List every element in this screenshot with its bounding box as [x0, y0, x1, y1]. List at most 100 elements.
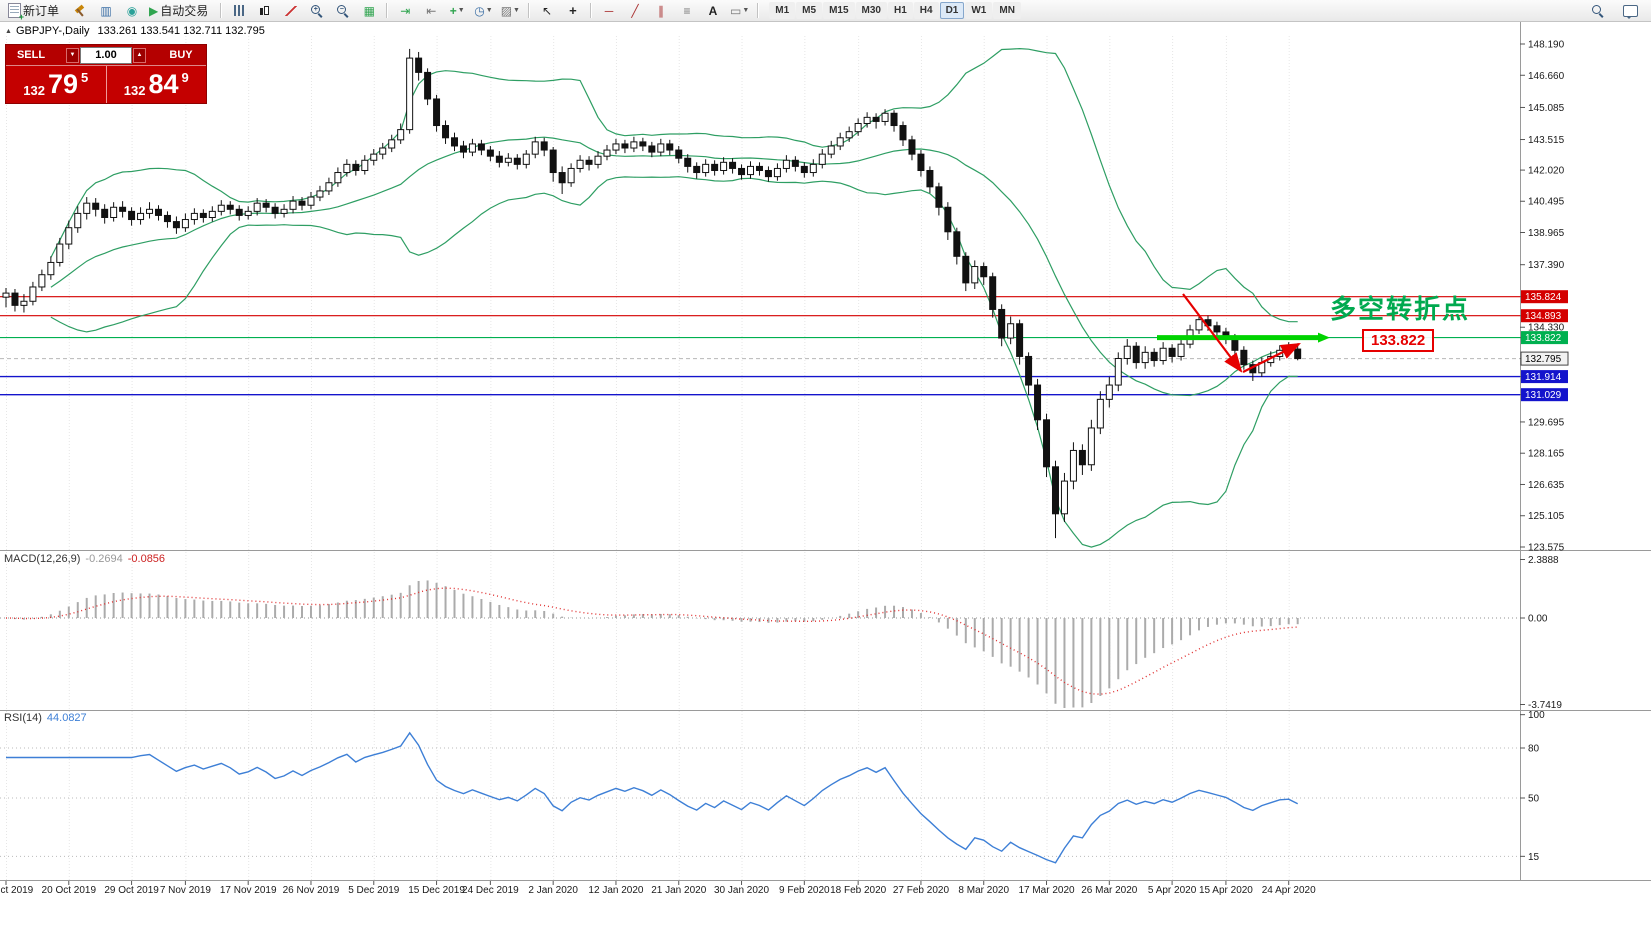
bar-chart-button[interactable]: [227, 1, 251, 21]
symbol-name: GBPJPY-,Daily: [15, 25, 90, 37]
volume-down-button[interactable]: ▼: [66, 47, 79, 63]
timeframe-button-H1[interactable]: H1: [887, 2, 913, 19]
chevron-down-icon: ▼: [485, 7, 493, 14]
text-tool-button[interactable]: A: [701, 1, 725, 21]
candlestick-button[interactable]: [253, 1, 277, 21]
cursor-button[interactable]: ↖: [535, 1, 559, 21]
timeframe-button-M30[interactable]: M30: [855, 2, 887, 19]
templates-button[interactable]: ▨ ▼: [498, 1, 523, 21]
volume-up-button[interactable]: ▲: [133, 47, 146, 63]
chart-shift-button[interactable]: ⇤: [419, 1, 443, 21]
tools-button[interactable]: [68, 1, 92, 21]
timeframe-button-M15[interactable]: M15: [823, 2, 855, 19]
macd-histogram: [13, 580, 1299, 708]
price-tag-annotation[interactable]: 133.822: [1362, 329, 1435, 352]
candlestick-icon: [259, 5, 271, 17]
svg-text:20 Oct 2019: 20 Oct 2019: [42, 885, 97, 896]
template-icon: ▨: [500, 3, 513, 18]
candlesticks: [2, 48, 1302, 539]
sell-button[interactable]: SELL: [6, 49, 56, 61]
indicators-button[interactable]: + ▼: [445, 1, 469, 21]
clock-icon: ◷: [474, 3, 485, 18]
label-icon: ▭: [729, 3, 742, 18]
timeframe-button-H4[interactable]: H4: [913, 2, 939, 19]
volume-control: ▼ ▲: [66, 46, 146, 64]
bar-chart-icon: [233, 5, 245, 16]
community-button[interactable]: ◉: [120, 1, 144, 21]
turning-point-annotation[interactable]: 多空转折点: [1330, 294, 1471, 324]
sell-price[interactable]: 132 79 5: [6, 66, 107, 103]
svg-text:131.029: 131.029: [1525, 390, 1562, 401]
new-order-button[interactable]: 新订单: [5, 1, 66, 22]
svg-text:27 Feb 2020: 27 Feb 2020: [893, 885, 950, 896]
hammer-icon: [73, 4, 87, 18]
svg-text:26 Nov 2019: 26 Nov 2019: [283, 885, 340, 896]
new-order-icon: [8, 3, 24, 22]
chevron-down-icon: ▼: [742, 7, 750, 14]
horizontal-line-objects[interactable]: [0, 296, 1520, 396]
svg-text:145.085: 145.085: [1528, 103, 1565, 114]
chart-shift-icon: ⇤: [426, 3, 437, 18]
search-button[interactable]: [1586, 1, 1610, 21]
svg-text:134.893: 134.893: [1525, 311, 1562, 322]
buy-price-prefix: 132: [123, 83, 146, 98]
line-chart-icon: [285, 5, 298, 16]
svg-text:80: 80: [1528, 743, 1540, 754]
panel-frames: [0, 22, 1651, 881]
buy-price[interactable]: 132 84 9: [106, 66, 206, 103]
accounts-button[interactable]: ▥: [94, 1, 118, 21]
timeframe-button-MN[interactable]: MN: [993, 2, 1021, 19]
buy-button[interactable]: BUY: [156, 49, 206, 61]
collapse-arrow-icon[interactable]: ▲: [5, 28, 12, 35]
rsi-name: RSI(14): [4, 712, 42, 724]
fibonacci-tool-button[interactable]: ≡: [675, 1, 699, 21]
timeframe-button-M5[interactable]: M5: [796, 2, 823, 19]
svg-text:15: 15: [1528, 852, 1540, 863]
autoscroll-button[interactable]: ⇥: [393, 1, 417, 21]
chevron-down-icon: ▼: [513, 7, 520, 14]
svg-text:135.824: 135.824: [1525, 292, 1562, 303]
separator: [386, 3, 389, 18]
svg-text:0.00: 0.00: [1528, 614, 1548, 625]
macd-panel: [0, 580, 1520, 708]
volume-input[interactable]: [80, 46, 132, 64]
symbol-title: ▲ GBPJPY-,Daily 133.261 133.541 132.711 13…: [5, 25, 265, 37]
autotrading-button[interactable]: ▶ 自动交易: [146, 1, 215, 21]
zoom-in-button[interactable]: +: [305, 1, 329, 21]
macd-value-signal: -0.0856: [127, 553, 166, 565]
svg-text:-3.7419: -3.7419: [1528, 700, 1562, 711]
svg-text:148.190: 148.190: [1528, 40, 1565, 51]
price-scale[interactable]: 148.190 146.660 145.085 143.515 142.020 140.4…: [1520, 40, 1569, 554]
hline-tool-button[interactable]: ─: [597, 1, 621, 21]
svg-text:9 Feb 2020: 9 Feb 2020: [779, 885, 830, 896]
channel-tool-button[interactable]: ∥: [649, 1, 673, 21]
crosshair-button[interactable]: +: [561, 1, 585, 21]
toolbar: 新订单 ▥ ◉ ▶ 自动交易 + − ▦ ⇥ ⇤ +▼ ◷▼ ▨▼ ↖ + ─ …: [0, 0, 1651, 22]
periods-button[interactable]: ◷ ▼: [471, 1, 495, 21]
timeframe-button-M1[interactable]: M1: [769, 2, 796, 19]
macd-scale[interactable]: 2.3888 0.00 -3.7419: [1520, 555, 1562, 711]
svg-text:126.635: 126.635: [1528, 480, 1565, 491]
indicators-icon: +: [449, 3, 457, 18]
line-chart-button[interactable]: [279, 1, 303, 21]
crosshair-icon: +: [569, 3, 577, 18]
autotrading-icon: ▶: [149, 3, 159, 18]
support-chat-button[interactable]: [1618, 1, 1642, 21]
svg-text:2 Jan 2020: 2 Jan 2020: [528, 885, 578, 896]
tile-windows-button[interactable]: ▦: [357, 1, 381, 21]
drawing-objects[interactable]: [1157, 293, 1330, 373]
timeframe-button-W1[interactable]: W1: [965, 2, 993, 19]
timeframe-button-D1[interactable]: D1: [939, 2, 965, 19]
zoom-out-icon: −: [336, 4, 350, 18]
zoom-in-icon: +: [310, 4, 324, 18]
trendline-tool-button[interactable]: ╱: [623, 1, 647, 21]
svg-text:100: 100: [1528, 710, 1545, 721]
rsi-scale[interactable]: 100 80 50 15: [1520, 710, 1545, 863]
svg-text:134.330: 134.330: [1528, 323, 1565, 334]
zoom-out-button[interactable]: −: [331, 1, 355, 21]
label-tool-button[interactable]: ▭ ▼: [727, 1, 752, 21]
search-icon: [1591, 4, 1605, 18]
svg-text:146.660: 146.660: [1528, 71, 1565, 82]
